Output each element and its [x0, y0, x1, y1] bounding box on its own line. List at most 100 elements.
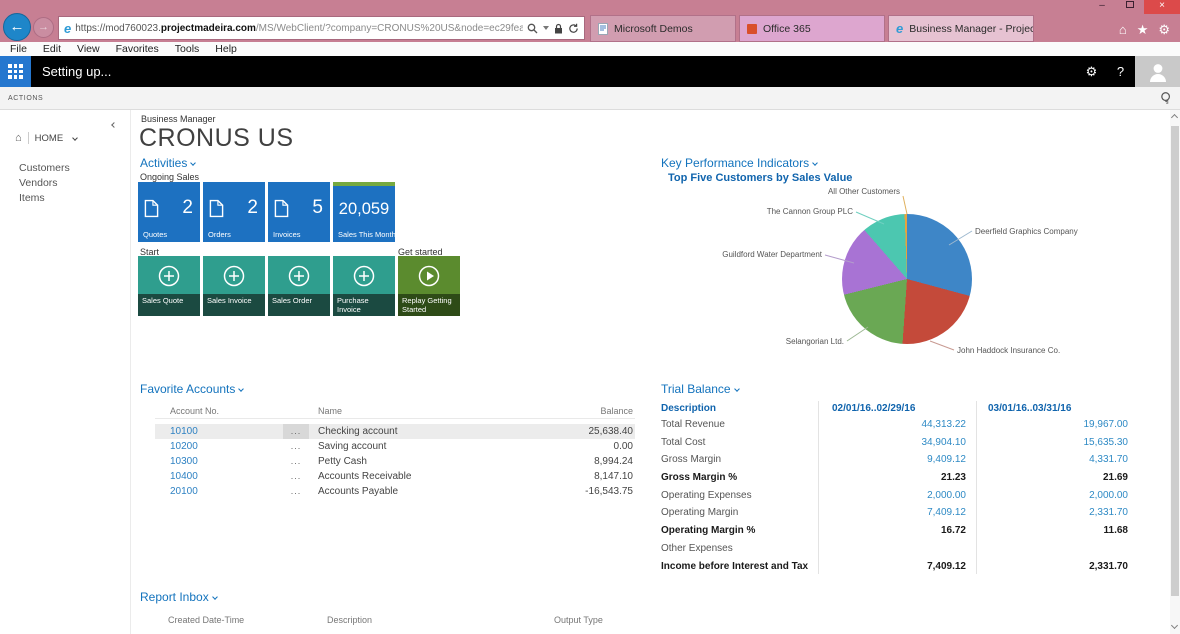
app-title: Setting up...	[42, 64, 112, 79]
ellipsis-button[interactable]: ...	[290, 441, 302, 451]
tile-purchase-invoice[interactable]: Purchase Invoice	[333, 256, 395, 316]
table-row: Other Expenses	[661, 543, 733, 554]
minimize-button[interactable]: –	[1099, 0, 1105, 11]
activities-header[interactable]: Activities	[140, 156, 197, 170]
drilldown-link[interactable]: 9,409.12	[927, 454, 966, 465]
sidebar-item-items[interactable]: Items	[19, 192, 45, 204]
table-row[interactable]: 10200 ... Saving account 0.00	[170, 441, 633, 452]
tile-quotes[interactable]: 2 Quotes	[138, 182, 200, 242]
menu-view[interactable]: View	[77, 43, 100, 55]
menu-favorites[interactable]: Favorites	[115, 43, 159, 55]
account-link[interactable]: 20100	[170, 486, 198, 497]
ellipsis-button[interactable]: ...	[290, 456, 302, 466]
account-link[interactable]: 10300	[170, 456, 198, 467]
tile-orders[interactable]: 2 Orders	[203, 182, 265, 242]
tab-office-365[interactable]: Office 365	[739, 15, 885, 42]
chevron-down-icon	[812, 160, 818, 166]
home-icon[interactable]: ⌂	[1118, 22, 1127, 37]
menu-help[interactable]: Help	[215, 43, 237, 55]
tab-business-manager[interactable]: e Business Manager - Project ... ×	[888, 15, 1034, 42]
menu-file[interactable]: File	[10, 43, 27, 55]
account-link[interactable]: 10200	[170, 441, 198, 452]
ellipsis-button[interactable]: ...	[290, 471, 302, 481]
trial-balance-header[interactable]: Trial Balance	[661, 382, 740, 396]
tb-col-period-2: 03/01/16..03/31/16	[988, 403, 1072, 414]
table-row: Total Cost 34,904.10 15,635.30	[661, 434, 1131, 451]
browser-gear-icon[interactable]: ⚙	[1158, 22, 1170, 37]
vertical-scrollbar[interactable]	[1170, 110, 1180, 634]
settings-gear-icon[interactable]: ⚙	[1085, 64, 1098, 79]
close-button[interactable]: ×	[1144, 0, 1180, 14]
tile-sales-quote[interactable]: Sales Quote	[138, 256, 200, 316]
drilldown-link[interactable]: 15,635.30	[1083, 437, 1129, 448]
ri-col-output-type[interactable]: Output Type	[554, 615, 603, 625]
tile-invoices[interactable]: 5 Invoices	[268, 182, 330, 242]
tab-microsoft-demos[interactable]: Microsoft Demos	[590, 15, 736, 42]
tile-sales-this-month[interactable]: 20,059 Sales This Month	[333, 182, 395, 242]
divider	[976, 401, 977, 574]
chevron-down-icon	[211, 594, 218, 600]
workspace: ⌂ HOME Customers Vendors Items Business …	[0, 110, 1180, 634]
refresh-icon[interactable]	[568, 23, 579, 34]
menu-tools[interactable]: Tools	[174, 43, 200, 55]
drilldown-link[interactable]: 4,331.70	[1089, 454, 1128, 465]
drilldown-link[interactable]: 19,967.00	[1083, 419, 1129, 430]
search-icon[interactable]	[527, 23, 538, 34]
report-inbox-header[interactable]: Report Inbox	[140, 590, 218, 604]
drilldown-link[interactable]: 7,409.12	[927, 507, 966, 518]
restore-icon	[1126, 1, 1134, 8]
drilldown-link[interactable]: 2,000.00	[1089, 490, 1128, 501]
app-launcher-button[interactable]	[0, 56, 31, 87]
table-row[interactable]: 20100 ... Accounts Payable -16,543.75	[170, 486, 633, 497]
scroll-down-icon[interactable]	[1170, 621, 1179, 630]
scroll-up-icon[interactable]	[1170, 113, 1179, 122]
drilldown-link[interactable]: 2,331.70	[1089, 507, 1128, 518]
chevron-down-icon	[72, 135, 78, 141]
ri-col-description[interactable]: Description	[327, 615, 373, 625]
account-link[interactable]: 10400	[170, 471, 198, 482]
drilldown-link[interactable]: 44,313.22	[921, 419, 967, 430]
url-dropdown-icon[interactable]	[543, 26, 549, 30]
scrollbar-thumb[interactable]	[1171, 126, 1179, 596]
fa-col-account-no[interactable]: Account No.	[170, 406, 220, 416]
help-icon[interactable]: ?	[1116, 64, 1125, 79]
nav-home-menu[interactable]: ⌂ HOME	[15, 132, 78, 144]
lightbulb-icon[interactable]	[1157, 89, 1174, 106]
plus-circle-icon	[353, 265, 375, 287]
fa-col-name[interactable]: Name	[318, 406, 343, 416]
forward-button[interactable]: →	[33, 17, 54, 38]
table-row: Operating Expenses 2,000.00 2,000.00	[661, 487, 1131, 504]
account-link[interactable]: 10100	[170, 426, 198, 437]
table-row[interactable]: 10100 ... Checking account 25,638.40	[155, 424, 635, 439]
table-row: Operating Margin % 16.72 11.68	[661, 525, 1128, 536]
fa-col-balance[interactable]: Balance	[600, 406, 633, 416]
divider	[27, 132, 29, 144]
leader-lines	[824, 195, 973, 351]
table-row[interactable]: 10400 ... Accounts Receivable 8,147.10	[170, 471, 633, 482]
sidebar-item-vendors[interactable]: Vendors	[19, 177, 58, 189]
ellipsis-button[interactable]: ...	[283, 424, 309, 439]
drilldown-link[interactable]: 2,000.00	[927, 490, 966, 501]
collapse-pane-button[interactable]	[111, 116, 117, 134]
restore-button[interactable]	[1116, 0, 1144, 14]
drilldown-link[interactable]: 34,904.10	[921, 437, 967, 448]
ellipsis-button[interactable]: ...	[290, 486, 302, 496]
url-bar[interactable]: e https://mod760023.projectmadeira.com/M…	[58, 16, 585, 40]
tile-sales-invoice[interactable]: Sales Invoice	[203, 256, 265, 316]
table-row: Total Revenue 44,313.22 19,967.00	[661, 416, 1131, 433]
ri-col-created[interactable]: Created Date-Time	[168, 615, 245, 625]
pie-chart[interactable]	[842, 214, 972, 344]
page-title: CRONUS US	[139, 124, 294, 152]
sidebar-item-customers[interactable]: Customers	[19, 162, 70, 174]
chart-title[interactable]: Top Five Customers by Sales Value	[668, 172, 853, 184]
window-controls: – ×	[1088, 0, 1180, 14]
tile-replay-getting-started[interactable]: Replay Getting Started	[398, 256, 460, 316]
table-row[interactable]: 10300 ... Petty Cash 8,994.24	[170, 456, 633, 467]
tile-sales-order[interactable]: Sales Order	[268, 256, 330, 316]
avatar[interactable]	[1135, 56, 1180, 87]
favorite-accounts-header[interactable]: Favorite Accounts	[140, 382, 245, 396]
menu-edit[interactable]: Edit	[42, 43, 62, 55]
back-button[interactable]: ←	[3, 13, 31, 41]
kpi-header[interactable]: Key Performance Indicators	[661, 156, 818, 170]
star-icon[interactable]: ★	[1136, 22, 1149, 37]
